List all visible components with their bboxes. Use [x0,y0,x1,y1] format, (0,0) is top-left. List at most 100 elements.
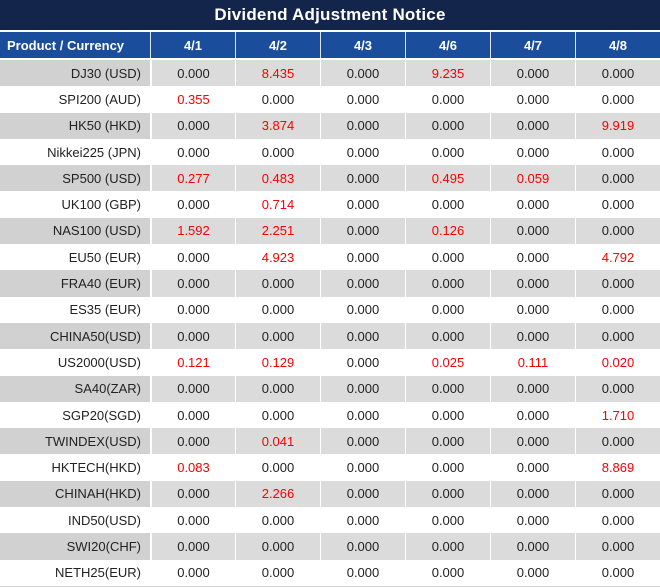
page-title: Dividend Adjustment Notice [214,5,446,24]
product-cell: SP500 (USD) [0,165,150,192]
table-row: SPI200 (AUD) 0.355 0.000 0.000 0.000 0.0… [0,86,660,113]
value-cell: 0.000 [405,533,490,560]
value-cell: 0.000 [320,428,405,455]
value-cell: 0.000 [320,217,405,245]
value-cell: 0.000 [235,138,320,166]
product-cell: EU50 (EUR) [68,249,141,265]
value-cell: 0.000 [320,86,405,113]
value-cell: 0.000 [235,296,320,323]
value-cell: 0.000 [235,86,320,113]
product-cell: UK100 (GBP) [61,197,141,213]
column-header-date: 4/1 [150,32,235,58]
value-cell: 0.000 [150,375,235,402]
value-cell: 0.000 [490,322,575,350]
value-cell: 0.000 [150,191,235,218]
value-cell: 1.592 [150,217,235,245]
product-cell: SA40(ZAR) [0,375,150,402]
value-cell: 0.000 [405,559,490,586]
value-cell: 0.129 [235,349,320,376]
value-cell: 0.000 [320,349,405,376]
value-cell: 0.000 [405,454,490,481]
value-cell: 0.000 [490,86,575,113]
value-cell: 0.000 [490,270,575,297]
table-row: NETH25(EUR) 0.000 0.000 0.000 0.000 0.00… [0,559,660,586]
value-cell: 0.000 [150,322,235,350]
value-cell: 0.000 [320,401,405,429]
value-cell: 0.000 [150,60,235,87]
value-cell: 9.919 [575,112,660,139]
value-cell: 9.235 [405,60,490,87]
table-row: SWI20(CHF) 0.000 0.000 0.000 0.000 0.000… [0,533,660,560]
table-row: Nikkei225 (JPN) 0.000 0.000 0.000 0.000 … [0,138,660,166]
value-cell: 0.000 [405,401,490,429]
value-cell: 0.000 [150,244,235,271]
value-cell: 4.923 [235,244,320,271]
value-cell: 0.000 [320,191,405,218]
value-cell: 0.000 [320,244,405,271]
value-cell: 0.000 [405,375,490,402]
value-cell: 0.111 [490,349,575,376]
value-cell: 0.000 [490,507,575,534]
value-cell: 0.000 [320,375,405,402]
value-cell: 0.000 [575,60,660,87]
value-cell: 0.277 [150,165,235,192]
value-cell: 0.000 [150,480,235,508]
value-cell: 0.000 [235,454,320,481]
value-cell: 0.000 [235,533,320,560]
value-cell: 0.000 [575,217,660,245]
value-cell: 0.000 [320,138,405,166]
value-cell: 0.000 [150,428,235,455]
value-cell: 3.874 [235,112,320,139]
table-row: US2000(USD) 0.121 0.129 0.000 0.025 0.11… [0,349,660,376]
value-cell: 0.000 [490,454,575,481]
value-cell: 0.126 [405,217,490,245]
value-cell: 0.000 [320,296,405,323]
product-cell: IND50(USD) [68,512,141,528]
table-body: DJ30 (USD) 0.000 8.435 0.000 9.235 0.000… [0,60,660,587]
value-cell: 0.000 [150,138,235,166]
product-cell: DJ30 (USD) [0,60,150,87]
column-header-date: 4/8 [575,32,660,58]
value-cell: 0.000 [575,375,660,402]
value-cell: 0.000 [405,296,490,323]
table-row: FRA40 (EUR) 0.000 0.000 0.000 0.000 0.00… [0,270,660,297]
value-cell: 0.000 [235,270,320,297]
value-cell: 0.000 [320,165,405,192]
product-cell: NETH25(EUR) [55,565,141,581]
value-cell: 0.000 [490,375,575,402]
value-cell: 0.083 [150,454,235,481]
table-row: ES35 (EUR) 0.000 0.000 0.000 0.000 0.000… [0,296,660,323]
value-cell: 0.000 [575,270,660,297]
table-row: IND50(USD) 0.000 0.000 0.000 0.000 0.000… [0,507,660,534]
value-cell: 0.714 [235,191,320,218]
value-cell: 0.000 [405,507,490,534]
product-cell: NAS100 (USD) [0,217,150,245]
value-cell: 0.000 [405,322,490,350]
value-cell: 0.000 [320,112,405,139]
value-cell: 0.000 [490,533,575,560]
value-cell: 2.266 [235,480,320,508]
value-cell: 0.000 [320,322,405,350]
value-cell: 0.000 [150,507,235,534]
value-cell: 0.483 [235,165,320,192]
value-cell: 0.041 [235,428,320,455]
value-cell: 8.869 [575,454,660,481]
value-cell: 0.000 [235,322,320,350]
value-cell: 4.792 [575,244,660,271]
value-cell: 0.000 [235,375,320,402]
table-row: SP500 (USD) 0.277 0.483 0.000 0.495 0.05… [0,165,660,192]
value-cell: 0.020 [575,349,660,376]
value-cell: 0.000 [575,507,660,534]
value-cell: 0.000 [490,217,575,245]
title-bar: Dividend Adjustment Notice [0,0,660,32]
value-cell: 0.000 [575,191,660,218]
product-cell: Nikkei225 (JPN) [47,144,141,160]
value-cell: 0.000 [405,112,490,139]
value-cell: 0.000 [490,244,575,271]
value-cell: 0.025 [405,349,490,376]
value-cell: 0.000 [150,270,235,297]
table-row: CHINA50(USD) 0.000 0.000 0.000 0.000 0.0… [0,322,660,350]
value-cell: 0.000 [490,480,575,508]
value-cell: 0.000 [490,401,575,429]
